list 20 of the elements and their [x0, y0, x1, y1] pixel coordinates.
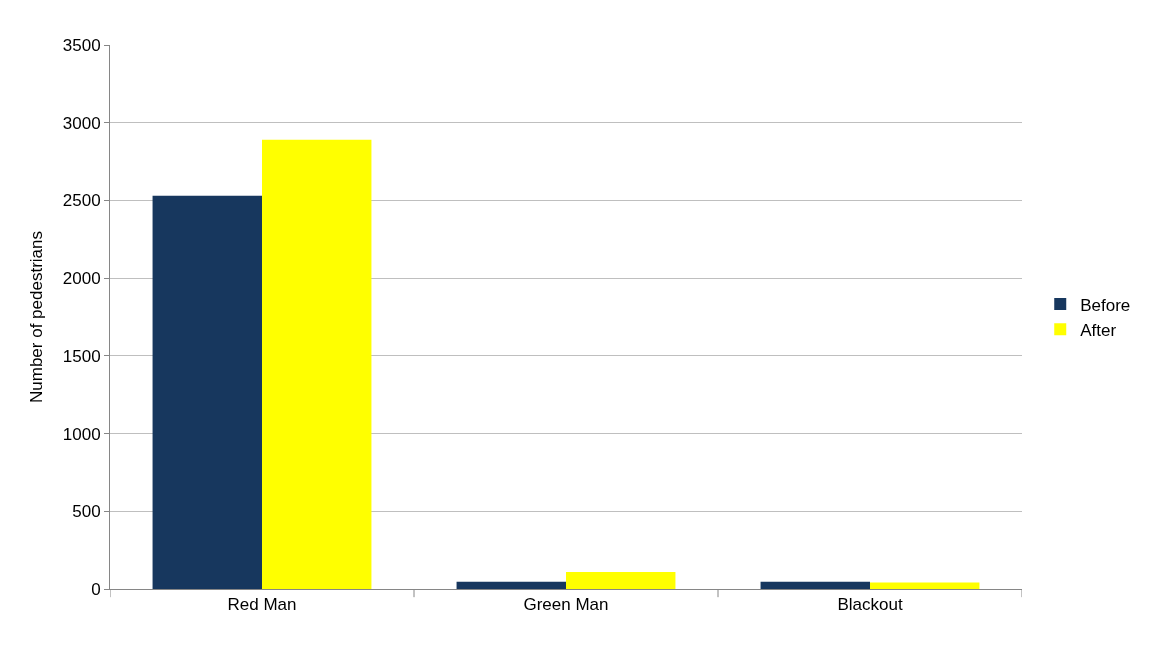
y-tick-label: 500: [72, 502, 101, 522]
bar: [870, 582, 980, 589]
bar: [262, 139, 372, 589]
y-tick-label: 0: [91, 579, 101, 599]
x-tick-label: Blackout: [837, 595, 903, 615]
y-tick-label: 1000: [62, 424, 101, 444]
y-tick-label: 3500: [62, 35, 101, 55]
y-tick-label: 3000: [62, 113, 101, 133]
y-tick-label: 1500: [62, 346, 101, 366]
x-tick-label: Green Man: [523, 595, 609, 615]
legend-label: After: [1080, 320, 1117, 340]
legend-label: Before: [1080, 295, 1131, 315]
y-tick-label: 2000: [62, 269, 101, 289]
x-tick-label: Red Man: [227, 595, 297, 615]
bar: [760, 581, 870, 589]
y-tick-label: 2500: [62, 191, 101, 211]
bar: [152, 195, 262, 589]
bar: [456, 581, 566, 589]
bar: [566, 571, 676, 589]
y-axis-title: Number of pedestrians: [27, 231, 47, 403]
